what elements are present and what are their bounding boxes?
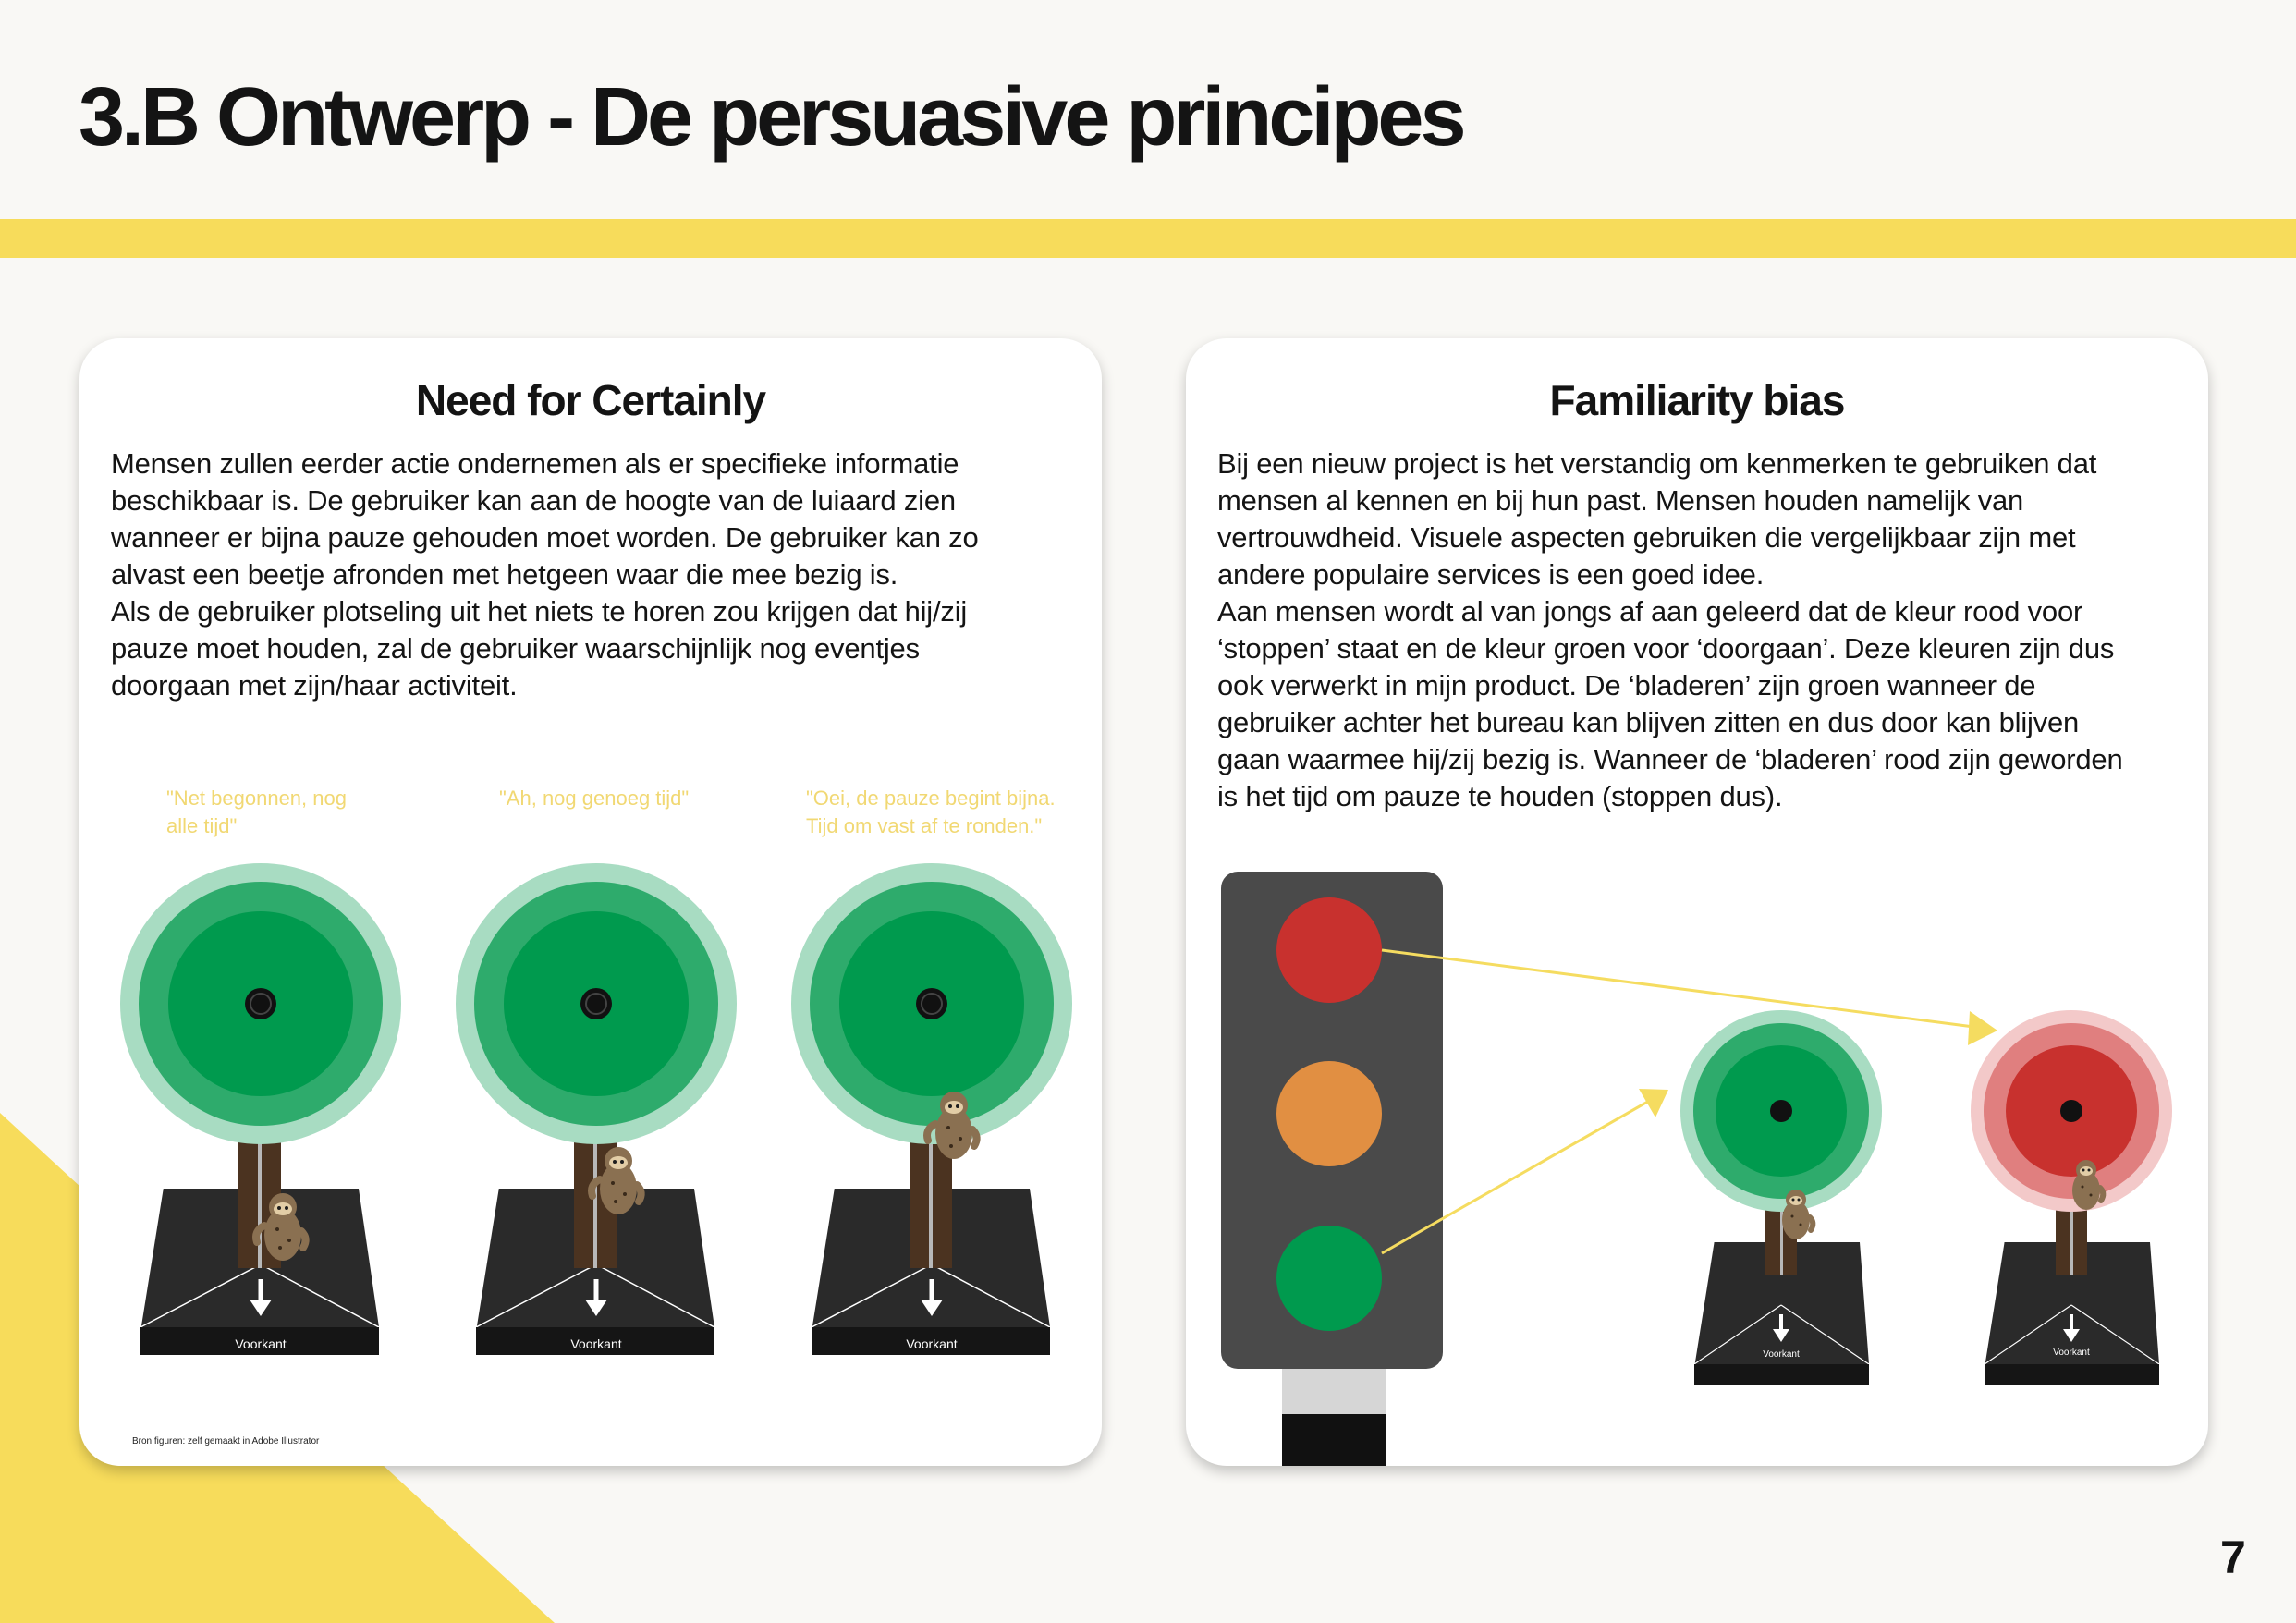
red-light	[1276, 897, 1382, 1003]
page-title: 3.B Ontwerp - De persuasive principes	[79, 71, 1467, 164]
familiarity-bias-card: Familiarity bias Bij een nieuw project i…	[1186, 338, 2208, 1466]
arrowhead	[1639, 1089, 1668, 1117]
red-tree-product	[1971, 1010, 2172, 1385]
base-label: Voorkant	[2053, 1348, 2090, 1358]
arrow-red-to-red-tree	[1381, 948, 1982, 1030]
base-label: Voorkant	[570, 1336, 621, 1351]
green-tree-product	[1680, 1010, 1882, 1385]
card-body-text: Mensen zullen eerder actie ondernemen al…	[111, 447, 979, 702]
base-label: Voorkant	[906, 1336, 957, 1351]
source-note: Bron figuren: zelf gemaakt in Adobe Illu…	[132, 1436, 320, 1446]
sloth-tree-product-3	[791, 863, 1072, 1355]
sloth-tree-figures: Voorkant Voorkant Voorkant	[120, 863, 1072, 1355]
header-accent-bar	[0, 219, 2296, 258]
sloth-tree-product-2	[456, 863, 737, 1355]
page-number: 7	[2220, 1531, 2246, 1583]
figure-quote: "Oei, de pauze begint bijna. Tijd om vas…	[806, 787, 1056, 837]
base-label: Voorkant	[1763, 1349, 1800, 1360]
green-light	[1276, 1226, 1382, 1331]
orange-light	[1276, 1061, 1382, 1166]
base-label: Voorkant	[235, 1336, 286, 1351]
arrowhead	[1968, 1011, 1997, 1045]
traffic-light-figures: Voorkant Voorkant	[1221, 872, 2172, 1466]
figure-quote: "Ah, nog genoeg tijd"	[499, 787, 690, 810]
card-body-text: Bij een nieuw project is het verstandig …	[1217, 447, 2123, 812]
traffic-light	[1221, 872, 1443, 1466]
sloth-tree-product-1	[120, 863, 401, 1355]
figure-quote: "Net begonnen, nog alle tijd"	[166, 787, 347, 837]
need-for-certainly-card: Need for Certainly Mensen zullen eerder …	[79, 338, 1102, 1466]
card-title: Need for Certainly	[415, 376, 766, 424]
card-title: Familiarity bias	[1549, 376, 1846, 424]
arrow-green-to-green-tree	[1381, 1094, 1658, 1255]
